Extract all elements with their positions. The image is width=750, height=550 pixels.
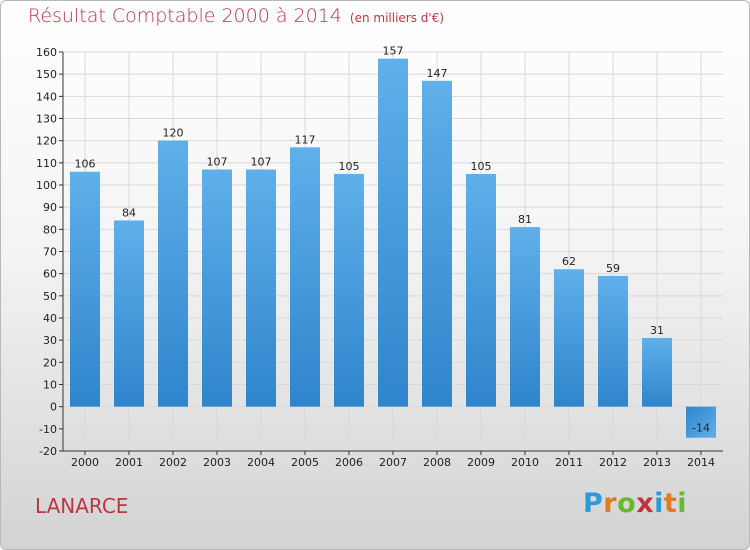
- bars: [70, 58, 716, 438]
- y-tick-label: 140: [36, 90, 57, 103]
- x-tick-label: 2011: [555, 456, 583, 469]
- x-tick-label: 2012: [599, 456, 627, 469]
- data-label: 107: [207, 155, 228, 168]
- y-tick-label: 100: [36, 179, 57, 192]
- y-tick-label: 120: [36, 135, 57, 148]
- bar: [246, 169, 276, 407]
- data-label: 105: [339, 160, 360, 173]
- y-tick-label: 60: [43, 268, 57, 281]
- brand-letter: i: [654, 488, 664, 519]
- y-tick-label: -10: [39, 423, 57, 436]
- bar: [686, 406, 716, 438]
- bar: [158, 140, 188, 407]
- x-tick-label: 2010: [511, 456, 539, 469]
- brand-letter: t: [663, 488, 678, 519]
- x-tick-label: 2008: [423, 456, 451, 469]
- bar: [202, 169, 232, 407]
- data-label: 157: [383, 45, 404, 58]
- chart-title: Résultat Comptable 2000 à 2014: [28, 5, 342, 27]
- x-tick-label: 2009: [467, 456, 495, 469]
- brand-letter: P: [583, 488, 604, 519]
- data-label: 107: [251, 155, 272, 168]
- bar: [70, 171, 100, 407]
- y-tick-label: 70: [43, 246, 57, 259]
- x-tick-label: 2005: [291, 456, 319, 469]
- x-tick-label: 2000: [71, 456, 99, 469]
- brand-letter: x: [636, 488, 655, 519]
- y-tick-label: 90: [43, 201, 57, 214]
- bar: [422, 80, 452, 407]
- y-tick-label: 30: [43, 334, 57, 347]
- bar: [114, 220, 144, 407]
- axes: -20 -10 0 10 20 30 40 50 60 70 80 90 100 110 120 130 140…: [36, 46, 723, 469]
- data-label: 120: [163, 127, 184, 140]
- x-tick-label: 2007: [379, 456, 407, 469]
- data-label: 147: [427, 67, 448, 80]
- y-tick-label: 20: [43, 356, 57, 369]
- y-tick-label: -20: [39, 445, 57, 458]
- y-tick-label: 150: [36, 68, 57, 81]
- data-labels: 106 84 120 107 107 117 105 157 147 105 81 62 59 31 -14: [75, 45, 710, 435]
- brand-logo: Proxiti: [583, 488, 687, 519]
- bar: [290, 147, 320, 407]
- x-tick-label: 2004: [247, 456, 275, 469]
- y-tick-label: 80: [43, 223, 57, 236]
- data-label: 59: [606, 262, 620, 275]
- y-tick-label: 40: [43, 312, 57, 325]
- bar: [466, 173, 496, 407]
- data-label: 105: [471, 160, 492, 173]
- y-tick-label: 130: [36, 113, 57, 126]
- x-tick-label: 2014: [687, 456, 715, 469]
- data-label: 106: [75, 158, 96, 171]
- bar: [642, 337, 672, 407]
- x-tick-label: 2006: [335, 456, 363, 469]
- x-tick-label: 2001: [115, 456, 143, 469]
- chart-subtitle: (en milliers d'€): [349, 11, 445, 25]
- data-label: 81: [518, 213, 532, 226]
- data-label: 117: [295, 133, 316, 146]
- brand-letter: i: [677, 488, 688, 519]
- data-label: 62: [562, 255, 576, 268]
- data-label: 84: [122, 206, 136, 219]
- commune-name: LANARCE: [35, 494, 129, 518]
- x-tick-label: 2013: [643, 456, 671, 469]
- bar: [510, 227, 540, 407]
- data-label: 31: [650, 324, 664, 337]
- bar: [378, 58, 408, 407]
- y-tick-label: 10: [43, 379, 57, 392]
- brand-letter: r: [603, 488, 618, 519]
- bar: [334, 173, 364, 407]
- bar: [598, 275, 628, 407]
- brand-letter: o: [617, 488, 637, 519]
- x-tick-label: 2002: [159, 456, 187, 469]
- y-tick-label: 50: [43, 290, 57, 303]
- y-tick-label: 0: [50, 401, 57, 414]
- y-tick-label: 110: [36, 157, 57, 170]
- bar: [554, 269, 584, 407]
- chart-header: Résultat Comptable 2000 à 2014 (en millie…: [28, 5, 444, 27]
- x-tick-label: 2003: [203, 456, 231, 469]
- y-tick-label: 160: [36, 46, 57, 59]
- data-label: -14: [692, 422, 710, 435]
